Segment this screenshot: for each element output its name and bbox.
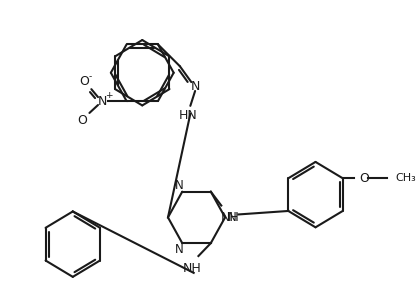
Text: CH₃: CH₃ [395,173,416,183]
Text: N: N [175,179,184,192]
Text: N: N [98,95,107,108]
Text: O: O [79,75,89,88]
Text: N: N [191,80,200,92]
Text: NH: NH [220,211,239,224]
Text: +: + [105,91,112,100]
Text: NH: NH [182,262,201,275]
Text: N: N [175,243,184,256]
Text: N: N [227,211,236,224]
Text: O: O [77,114,87,127]
Text: -: - [89,72,92,81]
Text: HN: HN [179,109,198,122]
Text: O: O [359,172,370,185]
